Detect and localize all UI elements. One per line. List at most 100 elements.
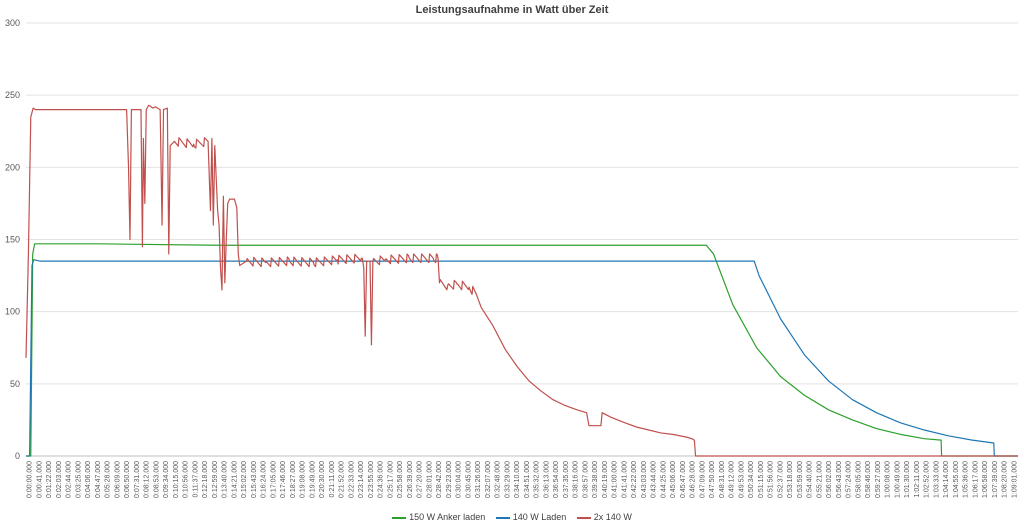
x-tick-label: 0:04:47.000	[95, 461, 102, 498]
x-tick-label: 0:01:22.000	[46, 461, 53, 498]
x-tick-label: 0:46:28.000	[690, 461, 697, 498]
x-tick-label: 0:00:00.000	[27, 461, 34, 498]
x-tick-label: 0:11:37.000	[192, 461, 199, 498]
x-tick-label: 0:23:14.000	[358, 461, 365, 498]
x-tick-label: 0:26:39.000	[407, 461, 414, 498]
x-tick-label: 0:42:22.000	[631, 461, 638, 498]
x-tick-label: 0:50:34.000	[748, 461, 755, 498]
x-tick-label: 0:32:48.000	[495, 461, 502, 498]
x-tick-label: 0:23:55.000	[368, 461, 375, 498]
x-tick-label: 0:47:50.000	[709, 461, 716, 498]
x-tick-label: 1:06:58.000	[982, 461, 989, 498]
x-tick-label: 0:53:18.000	[787, 461, 794, 498]
x-tick-label: 0:58:46.000	[865, 461, 872, 498]
x-tick-label: 0:45:47.000	[680, 461, 687, 498]
x-tick-label: 0:36:13.000	[543, 461, 550, 498]
x-tick-label: 0:52:37.000	[777, 461, 784, 498]
x-tick-label: 0:29:23.000	[446, 461, 453, 498]
chart-legend: 150 W Anker laden 140 W Laden 2x 140 W	[0, 512, 1024, 522]
x-tick-label: 0:58:05.000	[855, 461, 862, 498]
x-tick-label: 0:17:05.000	[270, 461, 277, 498]
x-tick-label: 0:56:02.000	[826, 461, 833, 498]
x-tick-label: 0:34:51.000	[524, 461, 531, 498]
x-tick-label: 0:30:04.000	[456, 461, 463, 498]
x-tick-label: 0:25:17.000	[387, 461, 394, 498]
x-tick-label: 0:37:35.000	[563, 461, 570, 498]
x-tick-label: 0:06:09.000	[114, 461, 121, 498]
x-tick-label: 0:54:40.000	[807, 461, 814, 498]
y-tick-label: 300	[5, 18, 20, 28]
x-tick-label: 0:53:59.000	[797, 461, 804, 498]
x-tick-label: 0:57:24.000	[846, 461, 853, 498]
x-tick-label: 1:07:39.000	[992, 461, 999, 498]
x-tick-label: 0:47:09.000	[699, 461, 706, 498]
x-tick-label: 0:12:59.000	[212, 461, 219, 498]
x-tick-label: 1:08:20.000	[1002, 461, 1009, 498]
x-tick-label: 0:28:42.000	[436, 461, 443, 498]
x-tick-label: 0:28:01.000	[426, 461, 433, 498]
legend-swatch-series-2	[495, 516, 510, 519]
x-tick-label: 0:19:49.000	[309, 461, 316, 498]
x-tick-label: 0:31:26.000	[475, 461, 482, 498]
y-tick-label: 250	[5, 90, 20, 100]
x-tick-label: 0:40:19.000	[602, 461, 609, 498]
x-tick-label: 0:39:38.000	[592, 461, 599, 498]
x-tick-label: 0:24:36.000	[378, 461, 385, 498]
y-tick-label: 200	[5, 162, 20, 172]
x-tick-label: 1:03:33.000	[933, 461, 940, 498]
x-tick-label: 0:36:54.000	[553, 461, 560, 498]
series-line-2	[26, 259, 1018, 457]
y-tick-label: 0	[15, 451, 20, 461]
x-tick-label: 0:21:11.000	[329, 461, 336, 498]
x-axis-ticks: 0:00:00.000 0:00:41.000 0:01:22.000 0:02:03…	[27, 461, 1019, 498]
x-tick-label: 0:02:03.000	[56, 461, 63, 498]
x-tick-label: 0:45:06.000	[670, 461, 677, 498]
legend-label-series-3: 2x 140 W	[593, 512, 632, 522]
x-tick-label: 0:22:33.000	[348, 461, 355, 498]
x-tick-label: 0:41:41.000	[621, 461, 628, 498]
y-axis-ticks: 0 50 100 150 200 250 300	[5, 18, 20, 461]
x-tick-label: 0:08:53.000	[153, 461, 160, 498]
x-tick-label: 0:55:21.000	[816, 461, 823, 498]
x-tick-label: 0:21:52.000	[339, 461, 346, 498]
x-tick-label: 1:09:01.000	[1012, 461, 1019, 498]
x-tick-label: 1:05:36.000	[963, 461, 970, 498]
x-tick-label: 0:15:43.000	[251, 461, 258, 498]
x-tick-label: 0:33:29.000	[504, 461, 511, 498]
x-tick-label: 0:00:41.000	[36, 461, 43, 498]
x-tick-label: 0:59:27.000	[875, 461, 882, 498]
x-tick-label: 0:17:46.000	[280, 461, 287, 498]
x-tick-label: 0:15:02.000	[241, 461, 248, 498]
x-tick-label: 1:06:17.000	[972, 461, 979, 498]
x-tick-label: 0:51:56.000	[768, 461, 775, 498]
legend-label-series-1: 150 W Anker laden	[409, 512, 486, 522]
x-tick-label: 0:32:07.000	[485, 461, 492, 498]
x-tick-label: 0:04:06.000	[85, 461, 92, 498]
legend-swatch-series-3	[576, 516, 591, 519]
x-tick-label: 1:04:14.000	[943, 461, 950, 498]
x-tick-label: 0:43:03.000	[641, 461, 648, 498]
x-tick-label: 0:49:53.000	[738, 461, 745, 498]
x-tick-label: 0:44:25.000	[660, 461, 667, 498]
y-tick-label: 150	[5, 235, 20, 245]
x-tick-label: 1:04:55.000	[953, 461, 960, 498]
x-tick-label: 0:30:45.000	[465, 461, 472, 498]
x-tick-label: 0:07:31.000	[134, 461, 141, 498]
x-tick-label: 0:41:00.000	[612, 461, 619, 498]
legend-swatch-series-1	[392, 516, 407, 519]
x-tick-label: 1:01:30.000	[904, 461, 911, 498]
legend-item-series-1: 150 W Anker laden	[392, 512, 485, 522]
x-tick-label: 0:20:30.000	[319, 461, 326, 498]
x-tick-label: 0:35:32.000	[534, 461, 541, 498]
gridlines	[26, 22, 1018, 457]
x-tick-label: 0:51:15.000	[758, 461, 765, 498]
legend-label-series-2: 140 W Laden	[512, 512, 567, 522]
x-tick-label: 1:02:52.000	[924, 461, 931, 498]
x-tick-label: 0:13:40.000	[222, 461, 229, 498]
x-tick-label: 0:10:15.000	[173, 461, 180, 498]
x-tick-label: 0:03:25.000	[75, 461, 82, 498]
x-tick-label: 0:48:31.000	[719, 461, 726, 498]
x-tick-label: 0:12:18.000	[202, 461, 209, 498]
x-tick-label: 1:00:49.000	[894, 461, 901, 498]
